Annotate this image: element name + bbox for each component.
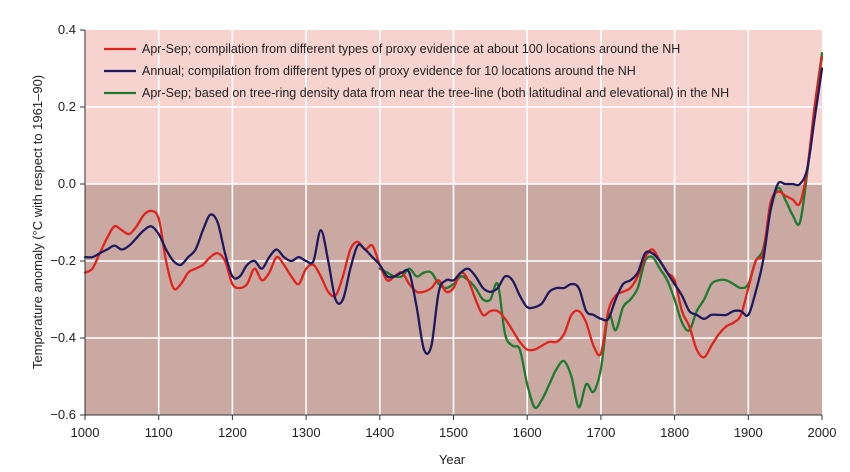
y-tick-label: 0.2	[58, 99, 76, 114]
x-tick-label: 1100	[145, 425, 173, 440]
y-tick-label: −0.6	[50, 407, 76, 422]
x-tick-label: 2000	[808, 425, 837, 440]
legend-label-green-tree-ring-density: Apr-Sep; based on tree-ring density data…	[142, 86, 729, 100]
series-line-navy-annual-10-locations	[83, 67, 824, 355]
x-tick-label: 1600	[513, 425, 542, 440]
x-tick-label: 1500	[439, 425, 468, 440]
legend-label-navy-annual-10-locations: Annual; compilation from different types…	[142, 64, 636, 78]
x-axis-label: Year	[439, 452, 466, 467]
x-tick-label: 1800	[660, 425, 689, 440]
y-axis-label: Temperature anomaly (°C with respect to …	[30, 75, 45, 369]
x-tick-label: 1000	[71, 425, 100, 440]
y-tick-label: −0.2	[50, 253, 76, 268]
y-tick-label: 0.4	[58, 22, 76, 37]
y-tick-label: 0.0	[58, 176, 76, 191]
axes: Temperature anomaly (°C with respect to …	[30, 22, 836, 467]
x-tick-label: 1300	[292, 425, 321, 440]
legend: Apr-Sep; compilation from different type…	[104, 42, 729, 100]
x-tick-label: 1700	[586, 425, 615, 440]
x-tick-label: 1400	[365, 425, 394, 440]
series-line-red-apr-sep-100-locations	[83, 55, 824, 359]
y-tick-label: −0.4	[50, 330, 76, 345]
legend-label-red-apr-sep-100-locations: Apr-Sep; compilation from different type…	[142, 42, 680, 56]
series-lines	[83, 51, 824, 410]
x-tick-label: 1200	[218, 425, 247, 440]
x-tick-label: 1900	[734, 425, 763, 440]
